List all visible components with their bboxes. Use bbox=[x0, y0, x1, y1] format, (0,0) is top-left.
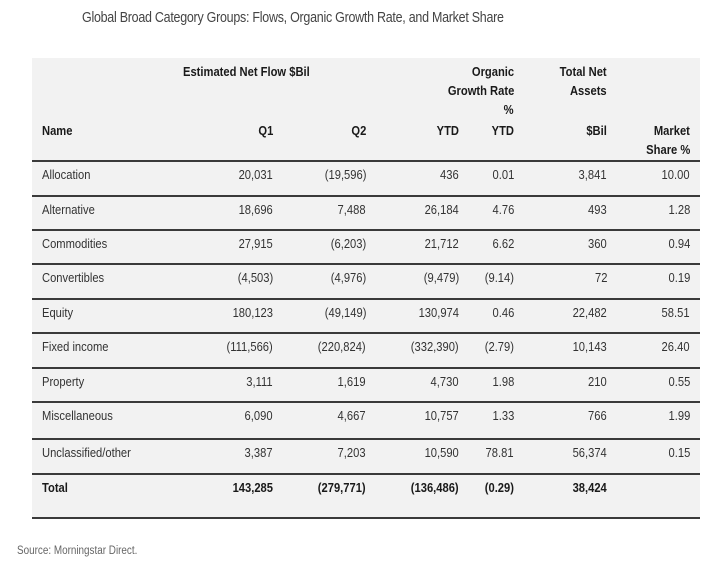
cell-ytd: 10,590 bbox=[424, 445, 459, 460]
cell-ogr: 6.62 bbox=[492, 236, 514, 251]
cell-tna: 3,841 bbox=[579, 167, 607, 182]
cell-share: 0.15 bbox=[668, 445, 690, 460]
cell-q2: (6,203) bbox=[330, 236, 366, 251]
row-divider bbox=[32, 160, 700, 162]
cell-tna: 210 bbox=[588, 374, 607, 389]
cell-name: Total bbox=[42, 480, 68, 495]
cell-q2: (4,976) bbox=[330, 270, 366, 285]
cell-ogr: 0.46 bbox=[492, 305, 514, 320]
cell-share: 10.00 bbox=[662, 167, 690, 182]
header-assets-1: Total Net bbox=[559, 64, 607, 79]
cell-ytd: 21,712 bbox=[424, 236, 459, 251]
header-share-1: Market bbox=[653, 123, 690, 138]
cell-q2: (220,824) bbox=[318, 339, 366, 354]
table-title: Global Broad Category Groups: Flows, Org… bbox=[82, 10, 504, 26]
row-divider bbox=[32, 401, 700, 403]
row-divider bbox=[32, 438, 700, 440]
row-divider bbox=[32, 298, 700, 300]
row-divider bbox=[32, 367, 700, 369]
cell-ogr: (0.29) bbox=[484, 480, 514, 495]
cell-q2: (279,771) bbox=[318, 480, 366, 495]
cell-ogr: 78.81 bbox=[486, 445, 514, 460]
total-divider bbox=[32, 473, 700, 475]
cell-q1: 3,387 bbox=[245, 445, 273, 460]
row-divider bbox=[32, 263, 700, 265]
header-organic-2: Growth Rate bbox=[447, 83, 514, 98]
header-ytd: YTD bbox=[436, 123, 459, 138]
cell-q2: 1,619 bbox=[338, 374, 366, 389]
cell-share: 0.94 bbox=[668, 236, 690, 251]
cell-tna: 10,143 bbox=[572, 339, 607, 354]
cell-name: Equity bbox=[42, 305, 74, 320]
cell-ytd: (332,390) bbox=[411, 339, 459, 354]
header-organic-ytd: YTD bbox=[491, 123, 514, 138]
cell-ogr: 1.98 bbox=[492, 374, 514, 389]
header-share-2: Share % bbox=[645, 142, 690, 157]
cell-q1: 20,031 bbox=[238, 167, 273, 182]
cell-name: Alternative bbox=[42, 202, 95, 217]
table-bottom-rule bbox=[32, 517, 700, 519]
cell-tna: 766 bbox=[588, 408, 607, 423]
header-q2: Q2 bbox=[351, 123, 366, 138]
cell-name: Commodities bbox=[42, 236, 108, 251]
header-q1: Q1 bbox=[258, 123, 273, 138]
cell-tna: 360 bbox=[588, 236, 607, 251]
row-divider bbox=[32, 332, 700, 334]
cell-ogr: 1.33 bbox=[492, 408, 514, 423]
cell-tna: 493 bbox=[588, 202, 607, 217]
source-note: Source: Morningstar Direct. bbox=[17, 545, 138, 557]
row-divider bbox=[32, 229, 700, 231]
cell-q1: 18,696 bbox=[238, 202, 273, 217]
cell-name: Convertibles bbox=[42, 270, 105, 285]
cell-name: Property bbox=[42, 374, 85, 389]
cell-name: Miscellaneous bbox=[42, 408, 113, 423]
cell-q1: 6,090 bbox=[245, 408, 273, 423]
cell-share: 1.99 bbox=[668, 408, 690, 423]
cell-share: 0.19 bbox=[668, 270, 690, 285]
cell-ogr: 4.76 bbox=[492, 202, 514, 217]
cell-share: 58.51 bbox=[662, 305, 690, 320]
cell-ytd: 4,730 bbox=[431, 374, 459, 389]
cell-share: 26.40 bbox=[662, 339, 690, 354]
cell-tna: 56,374 bbox=[572, 445, 607, 460]
cell-tna: 72 bbox=[594, 270, 607, 285]
cell-tna: 38,424 bbox=[572, 480, 607, 495]
cell-q1: 27,915 bbox=[238, 236, 273, 251]
cell-q2: (19,596) bbox=[324, 167, 366, 182]
cell-share: 0.55 bbox=[668, 374, 690, 389]
cell-q1: 3,111 bbox=[246, 374, 273, 389]
header-assets-unit: $Bil bbox=[586, 123, 607, 138]
header-name: Name bbox=[42, 123, 73, 138]
header-assets-2: Assets bbox=[570, 83, 607, 98]
cell-name: Unclassified/other bbox=[42, 445, 131, 460]
cell-q2: (49,149) bbox=[324, 305, 366, 320]
cell-q1: 180,123 bbox=[232, 305, 273, 320]
cell-ytd: 436 bbox=[440, 167, 459, 182]
row-divider bbox=[32, 195, 700, 197]
cell-q2: 4,667 bbox=[338, 408, 366, 423]
cell-q2: 7,488 bbox=[338, 202, 366, 217]
cell-q1: (4,503) bbox=[237, 270, 273, 285]
cell-name: Allocation bbox=[42, 167, 91, 182]
data-table: Estimated Net Flow $Bil Organic Growth R… bbox=[32, 58, 700, 519]
cell-q1: 143,285 bbox=[232, 480, 273, 495]
cell-name: Fixed income bbox=[42, 339, 109, 354]
cell-q1: (111,566) bbox=[226, 339, 273, 354]
header-estimated-net-flow: Estimated Net Flow $Bil bbox=[183, 64, 310, 79]
cell-ogr: (9.14) bbox=[484, 270, 514, 285]
cell-tna: 22,482 bbox=[572, 305, 607, 320]
cell-q2: 7,203 bbox=[338, 445, 366, 460]
cell-ytd: 26,184 bbox=[424, 202, 459, 217]
cell-ytd: 130,974 bbox=[418, 305, 459, 320]
header-organic-3: % bbox=[504, 102, 514, 117]
cell-ogr: 0.01 bbox=[492, 167, 514, 182]
cell-share: 1.28 bbox=[668, 202, 690, 217]
cell-ytd: 10,757 bbox=[424, 408, 459, 423]
cell-ytd: (136,486) bbox=[411, 480, 459, 495]
cell-ytd: (9,479) bbox=[423, 270, 459, 285]
header-organic-1: Organic bbox=[471, 64, 514, 79]
cell-ogr: (2.79) bbox=[484, 339, 514, 354]
